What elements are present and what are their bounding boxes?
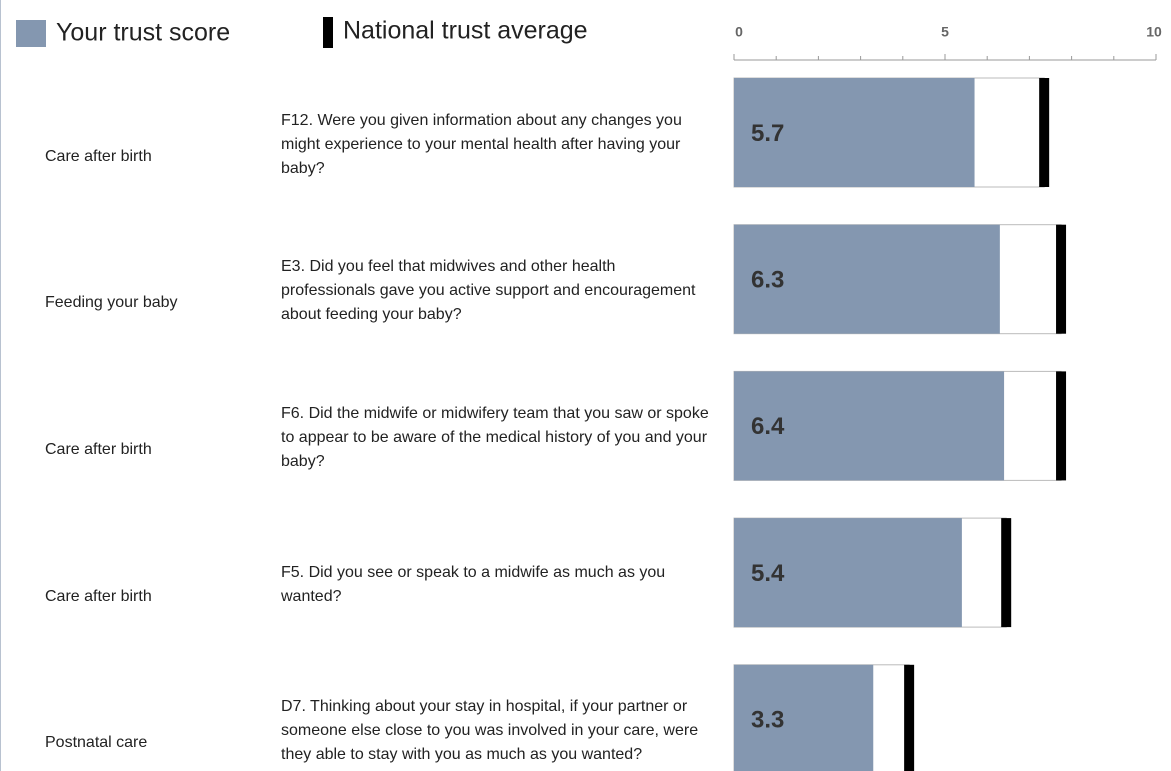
bar <box>734 78 975 187</box>
legend-label: Your trust score <box>56 19 230 47</box>
question-label: F6. Did the midwife or midwifery team th… <box>281 404 709 470</box>
section-label: Care after birth <box>45 587 152 605</box>
question-label: F12. Were you given information about an… <box>281 111 682 177</box>
value-label: 6.3 <box>751 267 784 294</box>
bar <box>734 664 874 771</box>
legend-swatch <box>323 17 333 48</box>
question-label: D7. Thinking about your stay in hospital… <box>281 698 699 764</box>
value-label: 6.4 <box>751 413 785 440</box>
value-label: 5.7 <box>751 120 784 147</box>
section-label: Care after birth <box>45 147 152 165</box>
average-marker <box>1056 371 1067 481</box>
x-tick-label: 5 <box>941 24 949 40</box>
value-label: 5.4 <box>751 560 785 587</box>
question-label: E3. Did you feel that midwives and other… <box>281 258 696 324</box>
x-tick-label: 0 <box>735 24 743 40</box>
bar <box>734 518 962 628</box>
average-marker <box>1039 78 1050 187</box>
average-marker <box>904 664 915 771</box>
section-label: Care after birth <box>45 440 152 458</box>
legend-swatch <box>16 20 46 47</box>
bar <box>734 371 1005 481</box>
legend-label: National trust average <box>343 17 588 45</box>
average-marker <box>1056 224 1067 334</box>
section-label: Postnatal care <box>45 734 148 752</box>
question-label: F5. Did you see or speak to a midwife as… <box>281 563 666 605</box>
x-tick-label: 10 <box>1146 24 1162 40</box>
average-marker <box>1001 518 1012 628</box>
value-label: 3.3 <box>751 707 784 734</box>
bar <box>734 224 1000 334</box>
section-label: Feeding your baby <box>45 294 178 312</box>
